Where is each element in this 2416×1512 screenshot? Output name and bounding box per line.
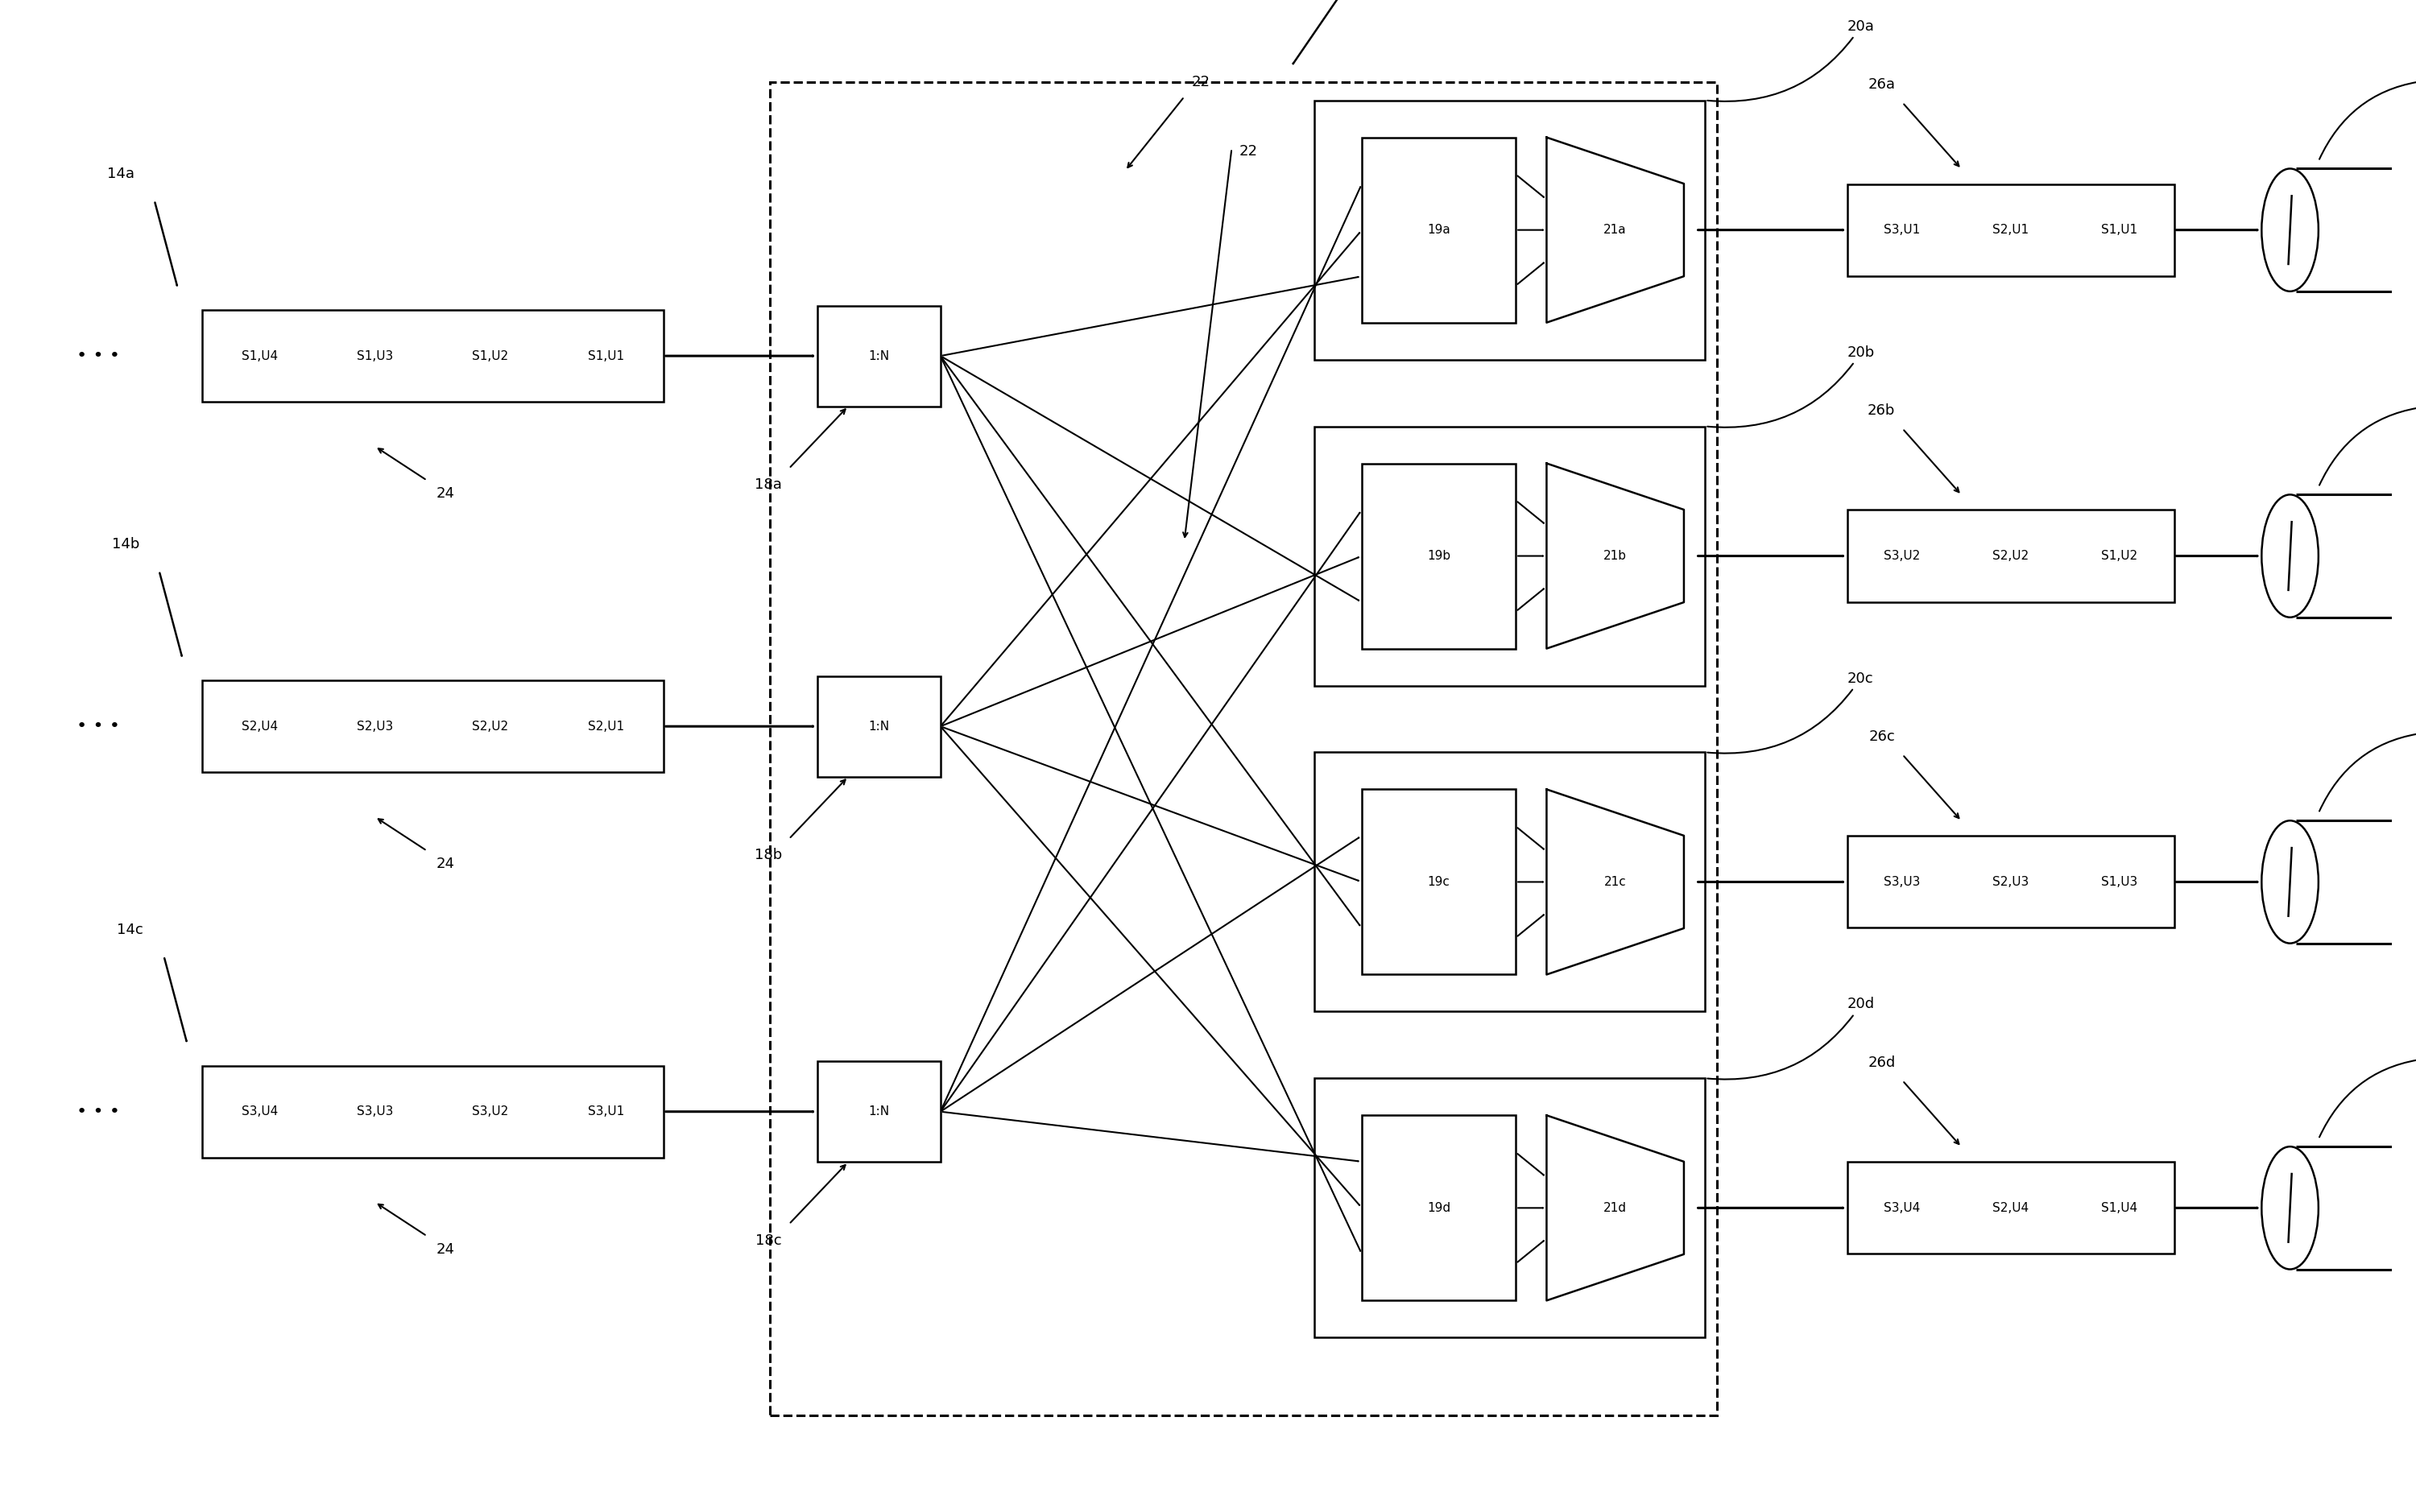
Text: 16d: 16d	[2319, 1051, 2416, 1137]
Text: 21a: 21a	[1604, 224, 1626, 236]
Text: 18c: 18c	[756, 1234, 783, 1247]
Bar	[1314, 1078, 1706, 1338]
Text: 1:N: 1:N	[867, 720, 889, 732]
Text: S2,U4: S2,U4	[1993, 1202, 2029, 1214]
Text: 20a: 20a	[1708, 20, 1875, 101]
Text: 26a: 26a	[1868, 77, 1894, 92]
Text: S1,U1: S1,U1	[2102, 224, 2138, 236]
Text: • • •: • • •	[77, 718, 121, 735]
Text: 14b: 14b	[111, 537, 140, 552]
Text: S3,U3: S3,U3	[1884, 875, 1921, 888]
Bar	[1848, 510, 2174, 602]
Bar	[817, 1061, 940, 1163]
Text: 1:N: 1:N	[867, 1105, 889, 1117]
Bar	[201, 310, 664, 402]
Text: S1,U4: S1,U4	[2102, 1202, 2138, 1214]
Text: S2,U1: S2,U1	[1993, 224, 2029, 236]
Text: S3,U1: S3,U1	[587, 1105, 623, 1117]
Ellipse shape	[2261, 821, 2319, 943]
Text: 20b: 20b	[1708, 345, 1875, 428]
Bar	[1848, 184, 2174, 275]
Text: S1,U3: S1,U3	[2102, 875, 2138, 888]
Text: • • •: • • •	[77, 1104, 121, 1120]
Text: 19d: 19d	[1428, 1202, 1450, 1214]
Ellipse shape	[2261, 169, 2319, 292]
Text: S3,U3: S3,U3	[358, 1105, 394, 1117]
Bar	[1363, 789, 1515, 975]
Text: 21d: 21d	[1604, 1202, 1626, 1214]
Text: S3,U2: S3,U2	[1884, 550, 1921, 562]
Text: 22: 22	[1191, 74, 1210, 89]
Text: S1,U2: S1,U2	[471, 349, 507, 361]
Text: 1:N: 1:N	[867, 349, 889, 361]
Text: 19a: 19a	[1428, 224, 1450, 236]
Text: 14a: 14a	[106, 166, 135, 181]
Text: 18a: 18a	[754, 478, 783, 491]
Text: 21b: 21b	[1604, 550, 1626, 562]
Text: S2,U2: S2,U2	[1993, 550, 2029, 562]
Text: S1,U2: S1,U2	[2102, 550, 2138, 562]
Text: S3,U1: S3,U1	[1884, 224, 1921, 236]
Bar	[771, 82, 1718, 1415]
Bar	[817, 305, 940, 407]
Text: 21c: 21c	[1604, 875, 1626, 888]
Text: S3,U4: S3,U4	[1884, 1202, 1921, 1214]
Text: 26d: 26d	[1868, 1055, 1894, 1070]
Ellipse shape	[2261, 1146, 2319, 1269]
Bar	[1314, 753, 1706, 1012]
Text: 26b: 26b	[1868, 404, 1894, 419]
Text: S1,U3: S1,U3	[358, 349, 394, 361]
Text: 22: 22	[1239, 144, 1256, 159]
Bar	[1363, 1116, 1515, 1300]
Text: • • •: • • •	[77, 348, 121, 364]
Bar	[1314, 100, 1706, 360]
Polygon shape	[1546, 138, 1684, 322]
Text: 20d: 20d	[1708, 996, 1875, 1080]
Bar	[1848, 836, 2174, 928]
Text: S2,U1: S2,U1	[587, 720, 623, 732]
Text: S3,U2: S3,U2	[471, 1105, 507, 1117]
Text: 16c: 16c	[2319, 724, 2416, 810]
Text: 24: 24	[437, 487, 454, 500]
Bar	[1848, 1163, 2174, 1253]
Text: S2,U2: S2,U2	[471, 720, 507, 732]
Text: 18b: 18b	[754, 848, 783, 862]
Bar	[1363, 138, 1515, 322]
Text: 20c: 20c	[1708, 671, 1872, 753]
Text: 26c: 26c	[1870, 730, 1894, 744]
Text: 16a: 16a	[2319, 73, 2416, 159]
Text: S2,U4: S2,U4	[242, 720, 278, 732]
Text: S1,U4: S1,U4	[242, 349, 278, 361]
Text: 24: 24	[437, 857, 454, 871]
Text: 24: 24	[437, 1241, 454, 1256]
Text: S3,U4: S3,U4	[242, 1105, 278, 1117]
Polygon shape	[1546, 463, 1684, 649]
Text: 19c: 19c	[1428, 875, 1450, 888]
Text: S2,U3: S2,U3	[1993, 875, 2029, 888]
Bar	[1314, 426, 1706, 685]
Text: S1,U1: S1,U1	[587, 349, 623, 361]
Bar	[201, 1066, 664, 1158]
Bar	[1363, 463, 1515, 649]
Text: 16b: 16b	[2319, 399, 2416, 485]
Ellipse shape	[2261, 494, 2319, 617]
Bar	[201, 680, 664, 773]
Bar	[817, 676, 940, 777]
Text: 19b: 19b	[1428, 550, 1450, 562]
Text: 14c: 14c	[116, 922, 143, 937]
Text: S2,U3: S2,U3	[358, 720, 394, 732]
Polygon shape	[1546, 1116, 1684, 1300]
Polygon shape	[1546, 789, 1684, 975]
